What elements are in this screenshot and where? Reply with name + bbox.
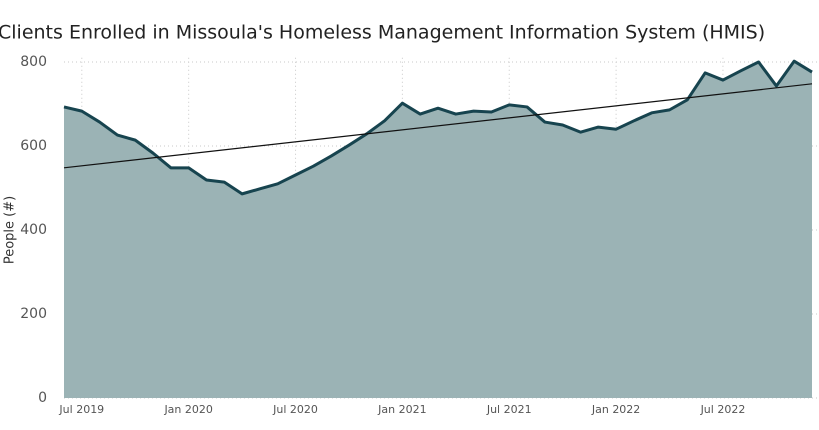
y-tick-label: 200 [20, 306, 47, 322]
area [64, 61, 812, 398]
x-tick-label: Jan 2022 [591, 403, 640, 416]
x-tick-label: Jul 2022 [700, 403, 746, 416]
y-axis-label: People (#) [3, 196, 18, 264]
y-tick-label: 800 [20, 54, 47, 70]
x-tick-label: Jul 2020 [272, 403, 318, 416]
chart-title: Clients Enrolled in Missoula's Homeless … [0, 22, 765, 44]
x-tick-label: Jul 2021 [486, 403, 532, 416]
y-tick-label: 400 [20, 222, 47, 238]
y-tick-label: 600 [20, 138, 47, 154]
x-tick-label: Jan 2020 [163, 403, 212, 416]
trend-line [63, 83, 813, 169]
x-tick-label: Jan 2021 [377, 403, 426, 416]
y-tick-label: 0 [38, 390, 47, 406]
line [63, 59, 813, 196]
x-tick-label: Jul 2019 [58, 403, 104, 416]
